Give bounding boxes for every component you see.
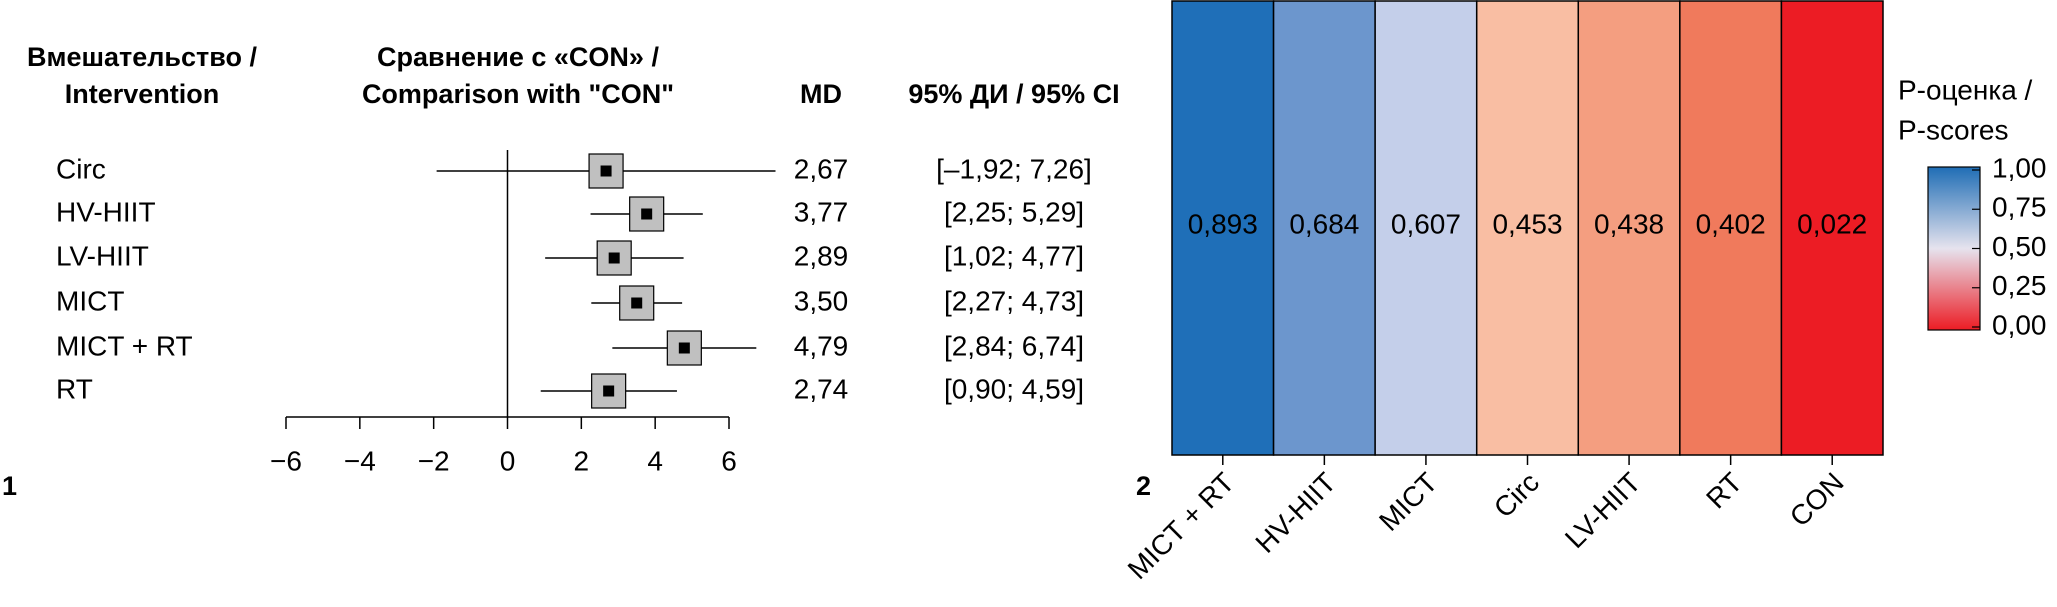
- cell-label: 0,402: [1696, 208, 1766, 239]
- x-tick-label: 4: [647, 445, 663, 476]
- row-label: MICT: [56, 285, 124, 316]
- cell-label: 0,893: [1188, 208, 1258, 239]
- row-label: RT: [56, 373, 93, 404]
- x-tick-label: −6: [270, 445, 302, 476]
- estimate-point: [600, 165, 612, 177]
- column-header: Intervention: [65, 79, 220, 109]
- x-tick-label: HV-HIIT: [1250, 467, 1342, 559]
- md-label: 2,89: [794, 240, 849, 271]
- heatmap-cell: [1679, 0, 1783, 456]
- heatmap-cell: [1577, 0, 1681, 456]
- colorbar: [1927, 166, 1981, 331]
- colorbar-tick-label: 0,00: [1992, 309, 2047, 340]
- row-label: MICT + RT: [56, 330, 193, 361]
- heatmap-cell: [1780, 0, 1884, 456]
- cell-label: 0,022: [1797, 208, 1867, 239]
- heatmap-cell: [1272, 0, 1376, 456]
- colorbar-tick-label: 0,50: [1992, 231, 2047, 262]
- estimate-point: [603, 385, 615, 397]
- estimate-point: [678, 342, 690, 354]
- colorbar-tick-label: 0,75: [1992, 192, 2047, 223]
- heatmap-cell: [1475, 0, 1580, 456]
- md-label: 3,77: [794, 196, 849, 227]
- x-tick-label: Circ: [1488, 467, 1545, 524]
- estimate-point: [631, 297, 643, 309]
- row-label: HV-HIIT: [56, 196, 156, 227]
- x-tick-label: LV-HIIT: [1559, 467, 1647, 555]
- x-tick-label: MICT: [1373, 467, 1443, 537]
- x-tick-label: CON: [1784, 467, 1850, 533]
- row-label: Circ: [56, 153, 106, 184]
- cell-label: 0,607: [1391, 208, 1461, 239]
- column-header: Вмешательство /: [27, 42, 257, 72]
- x-tick-label: −4: [344, 445, 376, 476]
- column-header: Сравнение с «CON» /: [377, 42, 659, 72]
- column-header: MD: [800, 79, 842, 109]
- x-tick-label: RT: [1700, 467, 1748, 515]
- panel-label: 2: [1136, 471, 1151, 501]
- row-label: LV-HIIT: [56, 240, 149, 271]
- x-tick-label: 2: [574, 445, 590, 476]
- legend-title: P-scores: [1898, 114, 2008, 145]
- cell-label: 0,684: [1289, 208, 1359, 239]
- colorbar-tick-label: 1,00: [1992, 152, 2047, 183]
- estimate-point: [641, 208, 653, 220]
- cell-label: 0,438: [1594, 208, 1664, 239]
- ci-label: [2,25; 5,29]: [944, 196, 1084, 227]
- md-label: 2,74: [794, 373, 849, 404]
- md-label: 4,79: [794, 330, 849, 361]
- ci-label: [1,02; 4,77]: [944, 240, 1084, 271]
- cell-label: 0,453: [1492, 208, 1562, 239]
- ci-label: [0,90; 4,59]: [944, 373, 1084, 404]
- ci-label: [2,84; 6,74]: [944, 330, 1084, 361]
- ci-label: [–1,92; 7,26]: [936, 153, 1092, 184]
- estimate-box: [596, 240, 632, 276]
- estimate-point: [608, 252, 620, 264]
- x-tick-label: −2: [418, 445, 450, 476]
- column-header: 95% ДИ / 95% CI: [908, 79, 1119, 109]
- heatmap-cell: [1374, 0, 1478, 456]
- legend-title: P-оценка /: [1898, 74, 2033, 105]
- md-label: 2,67: [794, 153, 849, 184]
- heatmap-cell: [1171, 0, 1275, 456]
- column-header: Comparison with "CON": [362, 79, 674, 109]
- md-label: 3,50: [794, 285, 849, 316]
- colorbar-tick-label: 0,25: [1992, 270, 2047, 301]
- x-tick-label: 0: [500, 445, 516, 476]
- x-tick-label: 6: [721, 445, 737, 476]
- ci-label: [2,27; 4,73]: [944, 285, 1084, 316]
- panel-label: 1: [2, 471, 17, 501]
